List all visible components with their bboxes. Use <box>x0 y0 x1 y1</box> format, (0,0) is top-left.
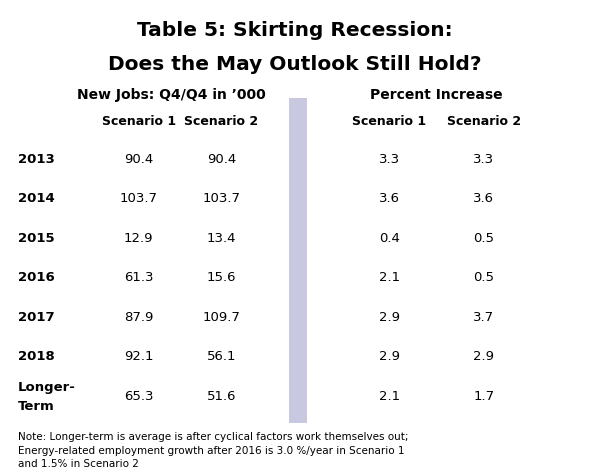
Text: Scenario 2: Scenario 2 <box>184 115 258 128</box>
Text: 15.6: 15.6 <box>206 271 236 285</box>
Text: 2016: 2016 <box>18 271 54 285</box>
Text: Note: Longer-term is average is after cyclical factors work themselves out;
Ener: Note: Longer-term is average is after cy… <box>18 432 408 469</box>
Text: New Jobs: Q4/Q4 in ’000: New Jobs: Q4/Q4 in ’000 <box>77 88 266 102</box>
Text: 51.6: 51.6 <box>206 390 236 403</box>
Text: 13.4: 13.4 <box>206 232 236 245</box>
Text: 2017: 2017 <box>18 311 54 324</box>
Text: Scenario 2: Scenario 2 <box>447 115 521 128</box>
Text: 3.7: 3.7 <box>473 311 494 324</box>
Text: 2.1: 2.1 <box>379 390 400 403</box>
Text: Scenario 1: Scenario 1 <box>352 115 427 128</box>
Text: Does the May Outlook Still Hold?: Does the May Outlook Still Hold? <box>108 55 482 74</box>
Text: 3.3: 3.3 <box>379 153 400 166</box>
Text: 2018: 2018 <box>18 350 54 364</box>
Text: 103.7: 103.7 <box>202 192 240 206</box>
Text: 2013: 2013 <box>18 153 54 166</box>
Text: 2.9: 2.9 <box>379 350 400 364</box>
Text: 0.4: 0.4 <box>379 232 400 245</box>
Text: 2.9: 2.9 <box>379 311 400 324</box>
Text: Table 5: Skirting Recession:: Table 5: Skirting Recession: <box>137 21 453 40</box>
Text: 1.7: 1.7 <box>473 390 494 403</box>
Text: 3.3: 3.3 <box>473 153 494 166</box>
Text: 56.1: 56.1 <box>206 350 236 364</box>
Text: 61.3: 61.3 <box>124 271 153 285</box>
Text: 2014: 2014 <box>18 192 54 206</box>
Text: Scenario 1: Scenario 1 <box>101 115 176 128</box>
Text: 90.4: 90.4 <box>206 153 236 166</box>
FancyBboxPatch shape <box>289 98 307 423</box>
Text: 2015: 2015 <box>18 232 54 245</box>
Text: 3.6: 3.6 <box>379 192 400 206</box>
Text: 103.7: 103.7 <box>120 192 158 206</box>
Text: 92.1: 92.1 <box>124 350 153 364</box>
Text: 2.9: 2.9 <box>473 350 494 364</box>
Text: 12.9: 12.9 <box>124 232 153 245</box>
Text: 0.5: 0.5 <box>473 271 494 285</box>
Text: 2.1: 2.1 <box>379 271 400 285</box>
Text: 65.3: 65.3 <box>124 390 153 403</box>
Text: 90.4: 90.4 <box>124 153 153 166</box>
Text: 87.9: 87.9 <box>124 311 153 324</box>
Text: Longer-: Longer- <box>18 381 76 395</box>
Text: 3.6: 3.6 <box>473 192 494 206</box>
Text: Term: Term <box>18 399 54 413</box>
Text: 109.7: 109.7 <box>202 311 240 324</box>
Text: Percent Increase: Percent Increase <box>371 88 503 102</box>
Text: 0.5: 0.5 <box>473 232 494 245</box>
